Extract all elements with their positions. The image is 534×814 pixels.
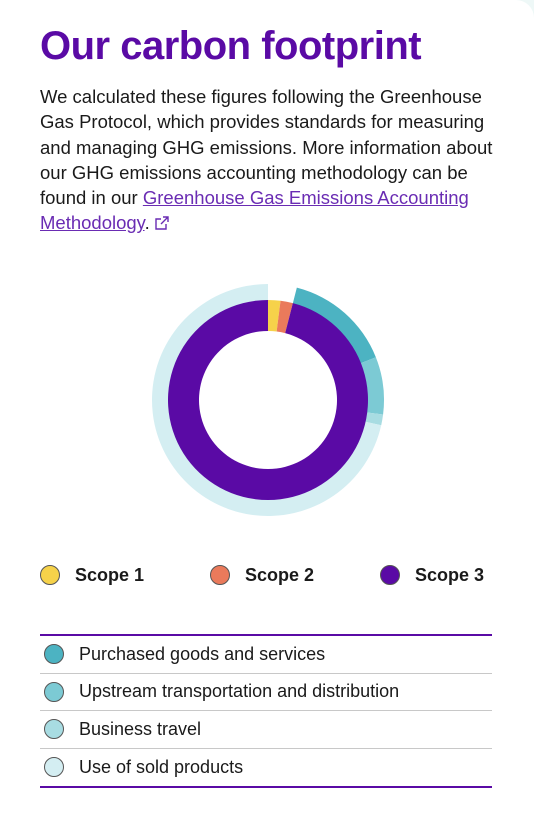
external-link-icon[interactable] [154, 212, 170, 237]
legend-item-scope-3: Scope 3 [380, 560, 484, 590]
legend-label: Business travel [79, 718, 202, 739]
scope-1-swatch-icon [40, 565, 60, 585]
scope-3-swatch-icon [380, 565, 400, 585]
inner-slice-scope-3[interactable] [167, 300, 368, 500]
outer-slice-scope-2[interactable] [280, 284, 297, 306]
legend-label: Scope 2 [245, 564, 315, 585]
page-title: Our carbon footprint [40, 24, 422, 68]
legend-item-scope-2: Scope 2 [210, 560, 314, 590]
legend-label: Use of sold products [79, 756, 244, 777]
outer-slice-business-travel[interactable] [363, 412, 384, 426]
business-travel-swatch-icon [44, 719, 64, 740]
legend-label: Purchased goods and services [79, 643, 326, 664]
methodology-link[interactable]: Greenhouse Gas Emissions Accounting Meth… [40, 187, 469, 234]
legend-label: Scope 3 [415, 564, 485, 585]
intro-text: We calculated these figures following th… [40, 86, 493, 209]
outer-slice-scope-1[interactable] [268, 284, 283, 303]
legend-label: Scope 1 [75, 564, 145, 585]
category-legend: Purchased goods and services Upstream tr… [40, 634, 492, 788]
scope-2-swatch-icon [210, 565, 230, 585]
legend-item-purchased-goods: Purchased goods and services [40, 636, 492, 674]
legend-label: Upstream transportation and distribution [79, 681, 400, 702]
donut-chart [151, 284, 384, 516]
legend-item-use-of-sold-products: Use of sold products [40, 749, 492, 787]
inner-slice-scope-2[interactable] [276, 300, 293, 334]
scope-legend: Scope 1 Scope 2 Scope 3 [40, 560, 492, 590]
upstream-transport-swatch-icon [44, 681, 64, 702]
donut-chart-area [0, 275, 534, 525]
intro-end: . [144, 212, 150, 234]
outer-slice-upstream-transportation-and-distribution[interactable] [359, 357, 384, 415]
intro-paragraph: We calculated these figures following th… [40, 84, 498, 238]
legend-item-business-travel: Business travel [40, 711, 492, 749]
use-of-sold-products-swatch-icon [44, 757, 64, 778]
inner-slice-scope-1[interactable] [268, 300, 281, 332]
purchased-goods-swatch-icon [44, 644, 64, 665]
legend-item-scope-1: Scope 1 [40, 560, 144, 590]
legend-item-upstream-transport: Upstream transportation and distribution [40, 674, 492, 711]
